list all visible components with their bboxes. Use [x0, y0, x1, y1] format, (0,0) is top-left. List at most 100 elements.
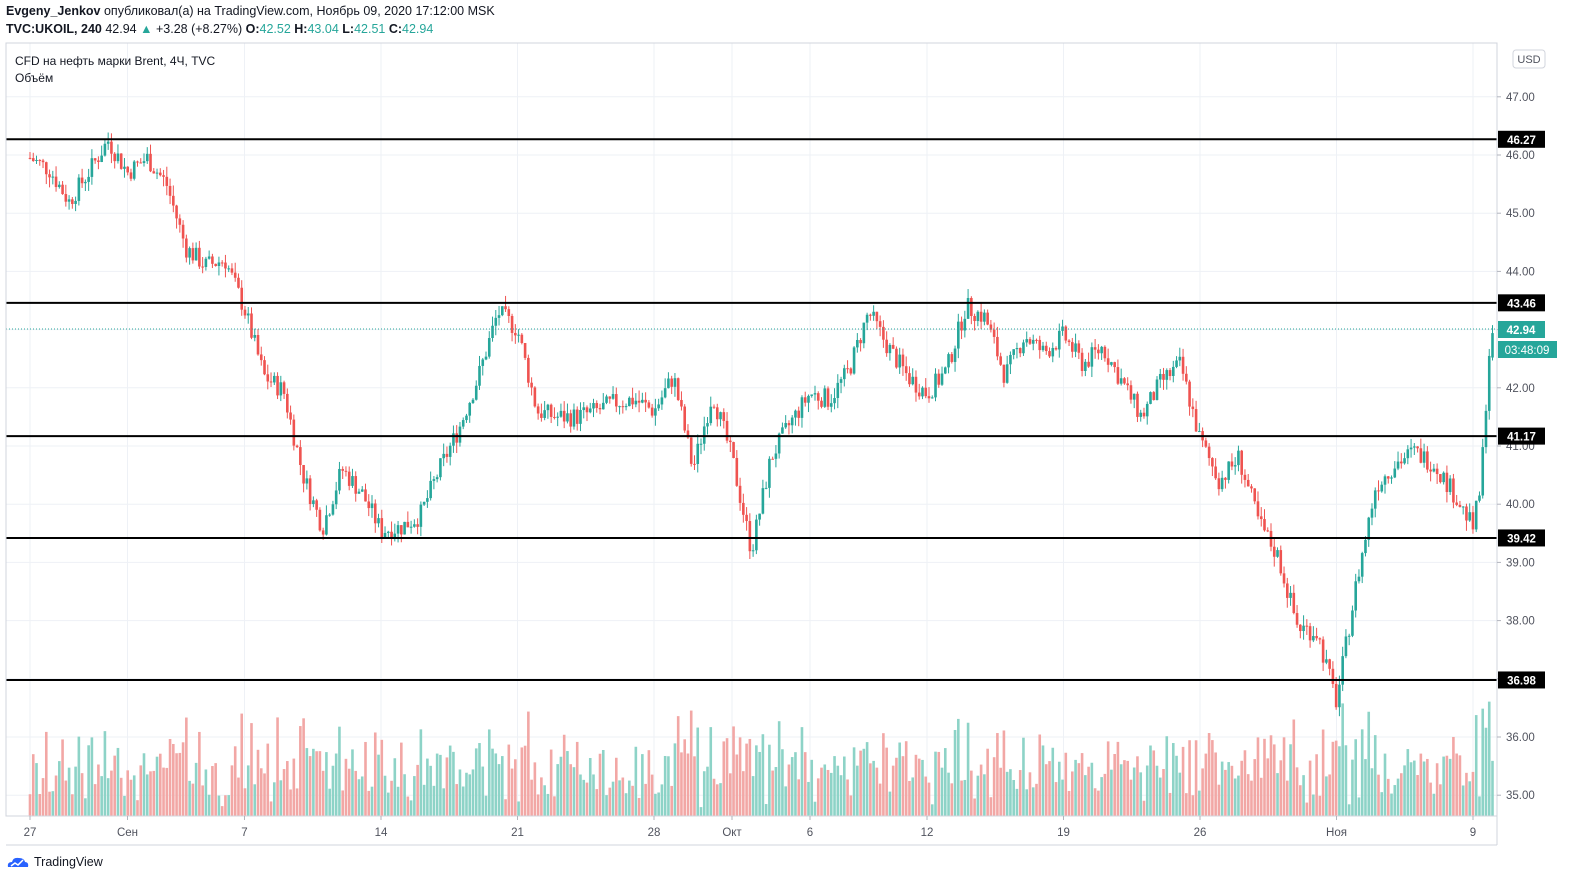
volume-bar	[1224, 769, 1227, 816]
volume-bar	[71, 794, 74, 816]
candle-body	[608, 396, 612, 399]
volume-bar	[1152, 750, 1156, 816]
level-price-labels: 46.27 43.46 41.17 39.42 36.98	[1498, 130, 1545, 689]
x-tick-label: Окт	[722, 827, 742, 839]
candle-body	[406, 521, 410, 528]
volume-bar	[1266, 758, 1270, 816]
candle-body	[119, 153, 123, 169]
candle-body	[325, 515, 328, 535]
author-name[interactable]: Evgeny_Jenkov	[6, 4, 101, 18]
candle-body	[657, 404, 660, 409]
volume-bar	[807, 781, 810, 816]
volume-bar	[826, 769, 830, 816]
candle-body	[588, 408, 592, 413]
time-axis[interactable]: 27 Сен 7 14 21 28 Окт 6 12 19 26 Ноя 9	[24, 816, 1477, 839]
volume-bar	[1318, 795, 1322, 816]
candle-body	[426, 498, 429, 502]
candle-body	[1227, 461, 1230, 480]
candle-body	[276, 375, 279, 396]
volume-bar	[601, 749, 605, 816]
candle-body	[84, 181, 87, 184]
candle-body	[1077, 343, 1081, 353]
candle-body	[1439, 474, 1442, 483]
candle-body	[31, 158, 35, 162]
candle-body	[292, 419, 296, 446]
volume-bar	[1243, 750, 1247, 816]
volume-bar	[500, 756, 504, 816]
candle-body	[768, 458, 771, 488]
candle-body	[1272, 546, 1276, 557]
candle-body	[1289, 592, 1292, 598]
candle-body	[979, 311, 983, 322]
volume-bar	[250, 723, 253, 816]
candle-body	[237, 277, 240, 288]
volume-bar	[1080, 753, 1084, 816]
candle-body	[390, 531, 393, 539]
candle-body	[751, 550, 755, 552]
volume-bar	[777, 721, 781, 816]
volume-bar	[194, 762, 198, 816]
candle-body	[758, 513, 761, 520]
volume-bar	[768, 744, 771, 816]
price-axis[interactable]: 35.0036.0037.0038.0039.0040.0041.0042.00…	[1497, 92, 1535, 802]
volume-bar	[680, 752, 683, 816]
volume-bar	[80, 773, 84, 816]
volume-bar	[530, 779, 533, 816]
volume-bar	[1373, 735, 1377, 816]
candle-body	[1396, 461, 1400, 469]
candle-body	[419, 504, 423, 527]
candle-body	[807, 395, 810, 403]
candle-body	[204, 258, 208, 267]
tradingview-logo[interactable]: TradingView	[6, 855, 103, 869]
candle-body	[393, 533, 397, 539]
volume-bar	[181, 742, 185, 816]
volume-bar	[328, 788, 331, 816]
symbol-name: TVC:UKOIL, 240	[6, 22, 102, 36]
x-tick-label: 14	[375, 827, 388, 839]
candle-body	[940, 373, 944, 385]
candle-body	[654, 408, 657, 416]
candle-body	[540, 413, 543, 418]
volume-bar	[487, 729, 491, 816]
candle-body	[1468, 512, 1471, 521]
volume-bar	[308, 756, 312, 816]
volume-bar	[461, 786, 465, 816]
candle-body	[582, 407, 586, 411]
currency-button-bg[interactable]	[1512, 49, 1546, 69]
volume-bar	[214, 763, 217, 816]
candle-body	[1321, 639, 1325, 663]
candle-body	[400, 525, 403, 535]
volume-bar	[699, 807, 703, 816]
volume-bar	[48, 791, 51, 816]
volume-bar	[816, 778, 820, 816]
candle-body	[1071, 342, 1074, 352]
volume-bar	[865, 742, 869, 816]
pane-border	[5, 42, 1498, 817]
volume-bar	[1246, 774, 1250, 816]
volume-bar	[302, 718, 305, 816]
candle-body	[1399, 461, 1403, 464]
candle-body	[882, 326, 885, 340]
volume-bar	[103, 731, 107, 816]
volume-bar	[246, 765, 250, 816]
volume-bar	[1491, 760, 1494, 816]
volume-bar	[1207, 733, 1211, 816]
currency-button[interactable]: USD	[1512, 49, 1546, 69]
candle-body	[1224, 477, 1227, 480]
volume-bar	[347, 768, 351, 816]
volume-bar	[1331, 741, 1335, 816]
volume-bar	[1168, 792, 1172, 816]
volume-bar	[1445, 755, 1449, 816]
candle-body	[764, 487, 768, 489]
candle-body	[989, 324, 993, 330]
candle-body	[103, 143, 107, 156]
volume-bar	[162, 767, 165, 816]
volume-bar	[794, 752, 797, 816]
candle-body	[618, 406, 621, 408]
candle-body	[1165, 370, 1169, 380]
volume-bar	[598, 753, 602, 816]
volume-bar	[139, 765, 143, 816]
currency-label[interactable]: USD	[1517, 54, 1540, 66]
volume-bar	[1403, 765, 1406, 816]
